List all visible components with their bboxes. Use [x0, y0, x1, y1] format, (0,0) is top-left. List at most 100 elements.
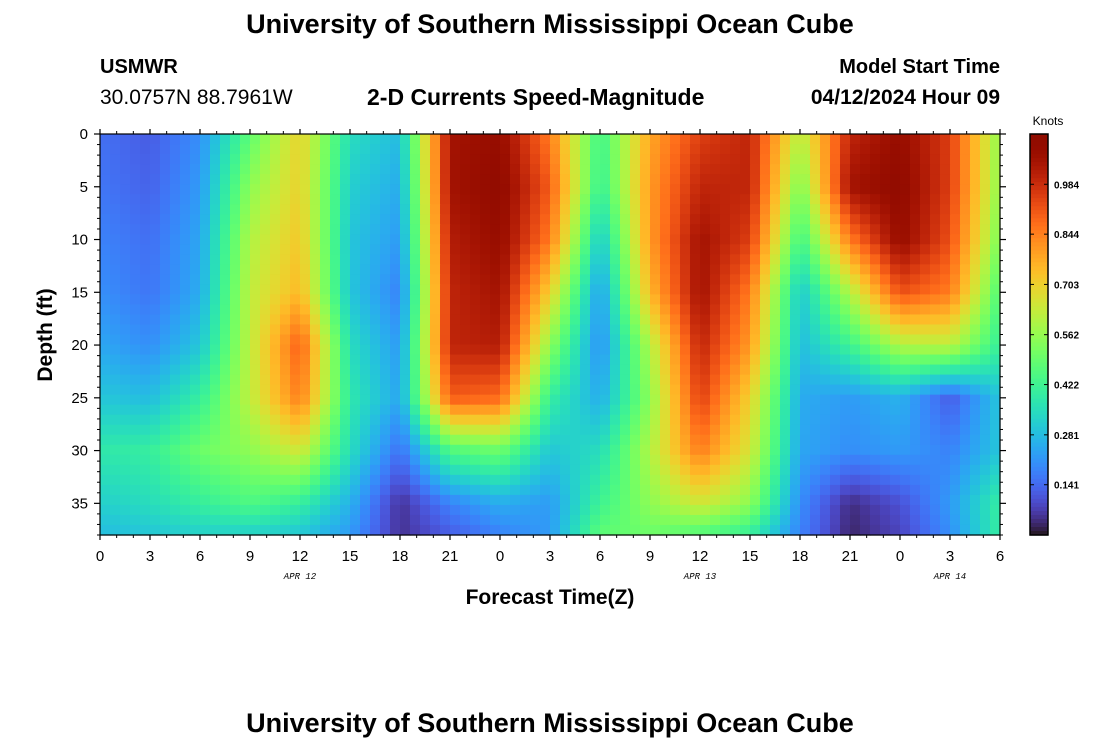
heatmap-cell: [270, 174, 281, 185]
heatmap-cell: [680, 384, 691, 396]
heatmap-cell: [130, 184, 141, 195]
colorbar-segment: [1030, 310, 1048, 316]
heatmap-cell: [140, 474, 151, 486]
heatmap-cell: [630, 434, 641, 446]
heatmap-cell: [660, 194, 671, 205]
heatmap-cell: [580, 504, 591, 516]
heatmap-cell: [380, 174, 391, 185]
heatmap-cell: [390, 464, 401, 476]
heatmap-cell: [870, 354, 881, 366]
heatmap-cell: [100, 304, 111, 316]
heatmap-cell: [280, 314, 291, 326]
colorbar-segment: [1030, 254, 1048, 259]
heatmap-cell: [250, 314, 261, 326]
heatmap-cell: [620, 244, 631, 255]
heatmap-cell: [200, 194, 211, 205]
heatmap-cell: [290, 254, 301, 265]
heatmap-cell: [450, 234, 461, 245]
heatmap-cell: [530, 174, 541, 185]
heatmap-cell: [300, 214, 311, 225]
heatmap-cell: [480, 284, 491, 296]
heatmap-cell: [900, 394, 911, 406]
heatmap-cell: [200, 364, 211, 376]
heatmap-cell: [740, 284, 751, 296]
heatmap-cell: [170, 344, 181, 356]
heatmap-cell: [700, 164, 711, 175]
heatmap-cell: [280, 274, 291, 285]
heatmap-cell: [690, 444, 701, 456]
heatmap-cell: [110, 204, 121, 215]
heatmap-cell: [350, 154, 361, 165]
heatmap-cell: [490, 284, 501, 296]
heatmap-cell: [330, 204, 341, 215]
colorbar-segment: [1030, 218, 1048, 223]
heatmap-cell: [890, 244, 901, 255]
heatmap-cell: [560, 414, 571, 426]
heatmap-cell: [470, 464, 481, 476]
heatmap-cell: [940, 514, 951, 526]
heatmap-cell: [110, 324, 121, 336]
heatmap-cell: [370, 154, 381, 165]
heatmap-cell: [460, 224, 471, 235]
heatmap-cell: [330, 314, 341, 326]
heatmap-cell: [320, 324, 331, 336]
heatmap-cell: [780, 314, 791, 326]
heatmap-cell: [230, 494, 241, 506]
heatmap-cell: [400, 414, 411, 426]
heatmap-cell: [940, 404, 951, 416]
heatmap-cell: [540, 184, 551, 195]
heatmap-cell: [450, 484, 461, 496]
colorbar-segment: [1030, 486, 1048, 492]
heatmap-cell: [750, 134, 761, 145]
heatmap-cell: [360, 484, 371, 496]
heatmap-cell: [200, 354, 211, 366]
heatmap-cell: [120, 314, 131, 326]
heatmap-cell: [750, 194, 761, 205]
x-tick-label: 15: [342, 548, 359, 565]
heatmap-cell: [750, 254, 761, 265]
heatmap-cell: [840, 324, 851, 336]
heatmap-cell: [530, 494, 541, 506]
heatmap-cell: [160, 494, 171, 506]
heatmap-cell: [760, 144, 771, 155]
heatmap-cell: [380, 514, 391, 526]
heatmap-cell: [530, 274, 541, 285]
heatmap-cell: [160, 334, 171, 346]
heatmap-cell: [260, 334, 271, 346]
heatmap-cell: [890, 344, 901, 356]
heatmap-cell: [300, 364, 311, 376]
heatmap-cell: [740, 494, 751, 506]
colorbar-segment: [1030, 166, 1048, 171]
heatmap-cell: [390, 434, 401, 446]
heatmap-cell: [340, 174, 351, 185]
heatmap-cell: [500, 364, 511, 376]
heatmap-cell: [320, 404, 331, 416]
heatmap-cell: [470, 504, 481, 516]
heatmap-cell: [750, 484, 761, 496]
heatmap-cell: [880, 204, 891, 215]
heatmap-cell: [460, 234, 471, 245]
heatmap-cell: [910, 164, 921, 175]
heatmap-cell: [500, 494, 511, 506]
heatmap-cell: [530, 484, 541, 496]
heatmap-cell: [150, 374, 161, 386]
heatmap-cell: [280, 474, 291, 486]
heatmap-cell: [500, 514, 511, 526]
heatmap-cell: [430, 134, 441, 145]
heatmap-cell: [370, 404, 381, 416]
heatmap-cell: [250, 364, 261, 376]
colorbar-segment: [1030, 522, 1048, 528]
heatmap-cell: [960, 454, 971, 466]
heatmap-cell: [890, 144, 901, 155]
heatmap-cell: [350, 464, 361, 476]
heatmap-cell: [370, 414, 381, 426]
heatmap-cell: [550, 244, 561, 255]
heatmap-cell: [290, 424, 301, 436]
heatmap-cell: [760, 314, 771, 326]
heatmap-cell: [780, 484, 791, 496]
heatmap-cell: [910, 484, 921, 496]
heatmap-cell: [830, 474, 841, 486]
heatmap-cell: [300, 384, 311, 396]
heatmap-cell: [670, 224, 681, 235]
heatmap-cell: [670, 154, 681, 165]
